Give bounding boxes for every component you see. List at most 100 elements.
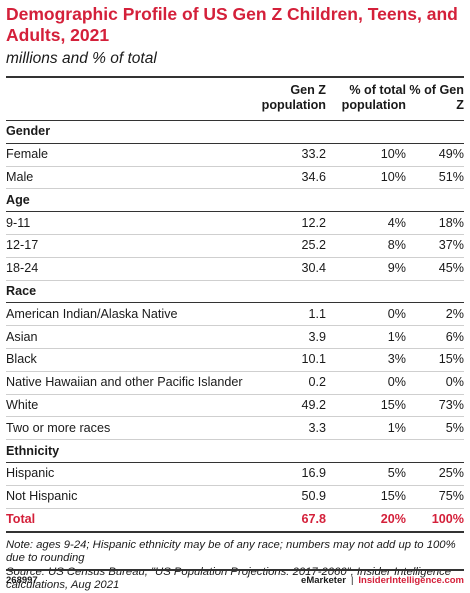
- section-spacer: [256, 439, 326, 463]
- cell-pct-gen-z: 25%: [406, 462, 464, 486]
- cell-pct-gen-z: 5%: [406, 416, 464, 441]
- section-row: Ethnicity: [6, 439, 464, 463]
- header-row: Gen Z population % of total population %…: [6, 78, 464, 121]
- table-row: Not Hispanic 50.9 15% 75%: [6, 485, 464, 509]
- cell-pct-total-population: 0%: [326, 302, 406, 327]
- cell-pct-total-population: 4%: [326, 211, 406, 235]
- brand: eMarketer | InsiderIntelligence.com: [301, 575, 464, 586]
- cell-gen-z-population: 12.2: [256, 211, 326, 235]
- row-label: Asian: [6, 325, 256, 349]
- section-spacer: [406, 280, 464, 304]
- section-label: Age: [6, 188, 256, 213]
- row-label: Black: [6, 348, 256, 372]
- header-gen-z-population: Gen Z population: [261, 83, 326, 112]
- section-spacer: [326, 120, 406, 144]
- section-spacer: [326, 280, 406, 304]
- cell-pct-total-population: 1%: [326, 416, 406, 441]
- table-row: Asian 3.9 1% 6%: [6, 325, 464, 349]
- section-row: Gender: [6, 120, 464, 144]
- row-label: 12-17: [6, 234, 256, 258]
- section-row: Race: [6, 280, 464, 304]
- table-row: Hispanic 16.9 5% 25%: [6, 462, 464, 486]
- section-label: Race: [6, 280, 256, 304]
- cell-pct-total-population: 5%: [326, 462, 406, 486]
- table-row: 12-17 25.2 8% 37%: [6, 234, 464, 258]
- table-row: Black 10.1 3% 15%: [6, 348, 464, 372]
- cell-gen-z-population: 3.9: [256, 325, 326, 349]
- cell-pct-total-population: 10%: [326, 143, 406, 167]
- cell-pct-gen-z: 51%: [406, 166, 464, 190]
- cell-pct-gen-z: 37%: [406, 234, 464, 258]
- chart-title: Demographic Profile of US Gen Z Children…: [6, 4, 458, 45]
- section-label: Ethnicity: [6, 439, 256, 463]
- section-label: Gender: [6, 120, 256, 144]
- cell-gen-z-population: 3.3: [256, 416, 326, 441]
- cell-pct-total-population: 1%: [326, 325, 406, 349]
- cell-pct-gen-z: 73%: [406, 394, 464, 418]
- cell-gen-z-population: 25.2: [256, 234, 326, 258]
- table-row: 9-11 12.2 4% 18%: [6, 211, 464, 235]
- chart-subtitle: millions and % of total: [6, 50, 157, 67]
- total-pct-gen-z: 100%: [406, 507, 464, 533]
- cell-gen-z-population: 0.2: [256, 371, 326, 395]
- brand-emarketer: eMarketer: [301, 575, 346, 586]
- cell-pct-gen-z: 75%: [406, 485, 464, 509]
- cell-pct-gen-z: 49%: [406, 143, 464, 167]
- cell-pct-total-population: 15%: [326, 485, 406, 509]
- table-row: Male 34.6 10% 51%: [6, 166, 464, 190]
- section-spacer: [326, 188, 406, 213]
- row-label: 18-24: [6, 257, 256, 281]
- cell-gen-z-population: 30.4: [256, 257, 326, 281]
- section-spacer: [406, 120, 464, 144]
- row-label: Native Hawaiian and other Pacific Island…: [6, 371, 256, 395]
- header-label: [6, 78, 256, 121]
- cell-pct-gen-z: 0%: [406, 371, 464, 395]
- chart-id: 268997: [6, 575, 38, 586]
- row-label: Male: [6, 166, 256, 190]
- brand-separator: |: [350, 575, 354, 586]
- table-row: White 49.2 15% 73%: [6, 394, 464, 418]
- cell-gen-z-population: 16.9: [256, 462, 326, 486]
- row-label: Not Hispanic: [6, 485, 256, 509]
- header-pct-gen-z: % of Gen Z: [409, 83, 464, 112]
- table-row: 18-24 30.4 9% 45%: [6, 257, 464, 281]
- note-text: Note: ages 9-24; Hispanic ethnicity may …: [6, 538, 456, 565]
- cell-pct-gen-z: 45%: [406, 257, 464, 281]
- table-row: American Indian/Alaska Native 1.1 0% 2%: [6, 302, 464, 327]
- source-text: Source: US Census Bureau, "US Population…: [6, 565, 452, 592]
- total-label: Total: [6, 507, 256, 533]
- section-spacer: [256, 120, 326, 144]
- cell-pct-total-population: 9%: [326, 257, 406, 281]
- cell-pct-gen-z: 18%: [406, 211, 464, 235]
- cell-pct-gen-z: 6%: [406, 325, 464, 349]
- cell-gen-z-population: 50.9: [256, 485, 326, 509]
- brand-insider-intelligence: InsiderIntelligence.com: [358, 575, 464, 586]
- footnote: Note: ages 9-24; Hispanic ethnicity may …: [6, 539, 464, 593]
- total-row: Total 67.8 20% 100%: [6, 507, 464, 533]
- total-pct-total-population: 20%: [326, 507, 406, 533]
- cell-pct-total-population: 8%: [326, 234, 406, 258]
- table-row: Native Hawaiian and other Pacific Island…: [6, 371, 464, 395]
- section-spacer: [256, 280, 326, 304]
- cell-pct-total-population: 15%: [326, 394, 406, 418]
- section-spacer: [406, 439, 464, 463]
- cell-gen-z-population: 49.2: [256, 394, 326, 418]
- cell-pct-total-population: 0%: [326, 371, 406, 395]
- data-table: Gen Z population % of total population %…: [6, 78, 464, 533]
- row-label: American Indian/Alaska Native: [6, 302, 256, 327]
- total-gen-z-population: 67.8: [256, 507, 326, 533]
- cell-gen-z-population: 10.1: [256, 348, 326, 372]
- cell-pct-gen-z: 15%: [406, 348, 464, 372]
- row-label: Female: [6, 143, 256, 167]
- section-spacer: [326, 439, 406, 463]
- cell-gen-z-population: 1.1: [256, 302, 326, 327]
- table-body: Gender Female 33.2 10% 49% Male 34.6 10% 51% Age 9…: [6, 120, 464, 533]
- cell-gen-z-population: 33.2: [256, 143, 326, 167]
- table-row: Female 33.2 10% 49%: [6, 143, 464, 167]
- cell-pct-gen-z: 2%: [406, 302, 464, 327]
- row-label: 9-11: [6, 211, 256, 235]
- cell-gen-z-population: 34.6: [256, 166, 326, 190]
- top-rule: [6, 76, 464, 78]
- section-spacer: [406, 188, 464, 213]
